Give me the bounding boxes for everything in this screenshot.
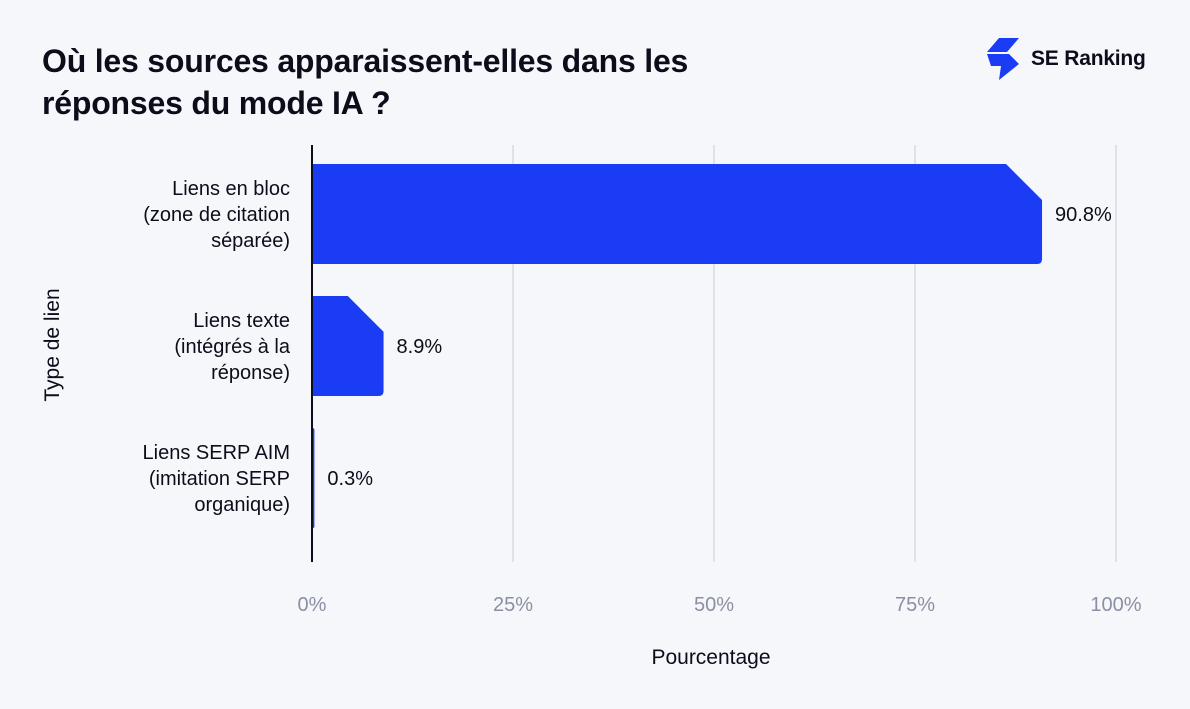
x-tick-label: 50% — [694, 594, 734, 616]
chart-title: Où les sources apparaissent-elles dans l… — [42, 43, 689, 121]
category-label: Liens en bloc (zone de citation séparée) — [143, 178, 290, 252]
brand-logo: SE Ranking — [985, 38, 1146, 80]
lightning-bolt-icon — [987, 38, 1019, 80]
bar-value-label: 8.9% — [397, 336, 443, 358]
brand-name: SE Ranking — [1031, 47, 1146, 70]
x-tick-label: 0% — [298, 594, 327, 616]
y-axis-title: Type de lien — [41, 288, 64, 401]
x-tick-label: 25% — [493, 594, 533, 616]
bar — [312, 164, 1043, 264]
category-label: Liens texte (intégrés à la réponse) — [174, 310, 290, 384]
bar-value-label: 0.3% — [327, 468, 373, 490]
bar — [312, 296, 384, 396]
category-label: Liens SERP AIM (imitation SERP organique) — [143, 442, 290, 516]
x-tick-label: 100% — [1090, 594, 1141, 616]
x-axis-title: Pourcentage — [651, 646, 770, 669]
x-tick-label: 75% — [895, 594, 935, 616]
bar-value-label: 90.8% — [1055, 204, 1112, 226]
